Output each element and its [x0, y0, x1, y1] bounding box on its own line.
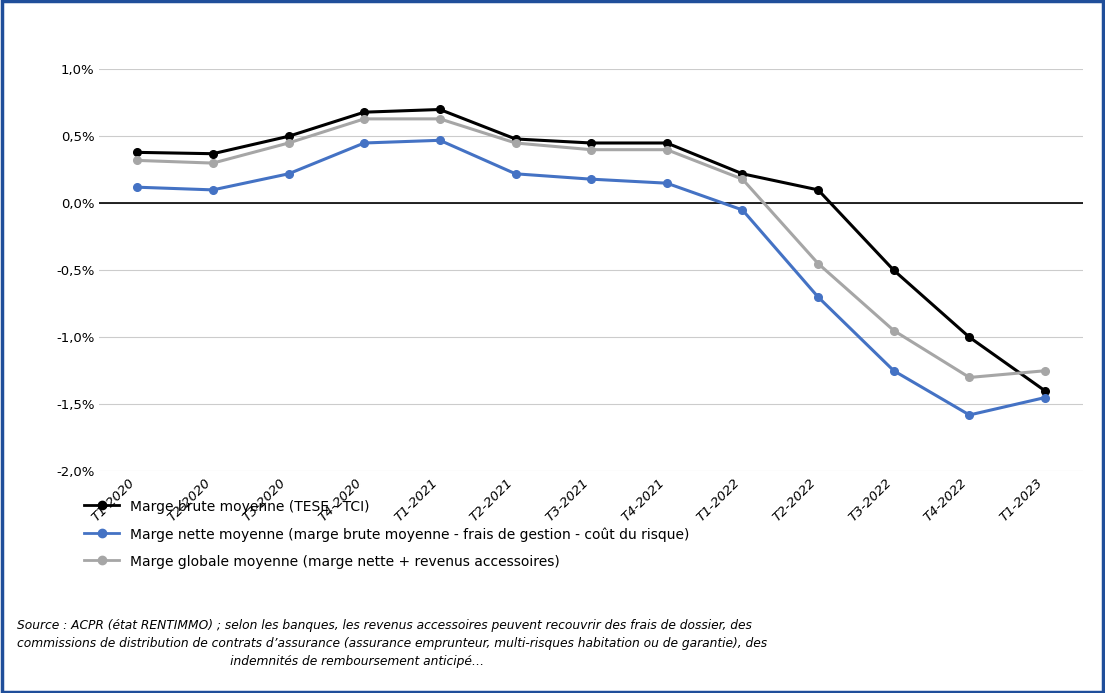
Legend: Marge brute moyenne (TESE - TCI), Marge nette moyenne (marge brute moyenne - fra: Marge brute moyenne (TESE - TCI), Marge …: [84, 500, 690, 569]
Text: Graphique 60   Marges sur la production de nouveaux crédits à l’habitat: Graphique 60 Marges sur la production de…: [13, 21, 779, 41]
Text: Source : ACPR (état RENTIMMO) ; selon les banques, les revenus accessoires peuve: Source : ACPR (état RENTIMMO) ; selon le…: [17, 619, 767, 668]
